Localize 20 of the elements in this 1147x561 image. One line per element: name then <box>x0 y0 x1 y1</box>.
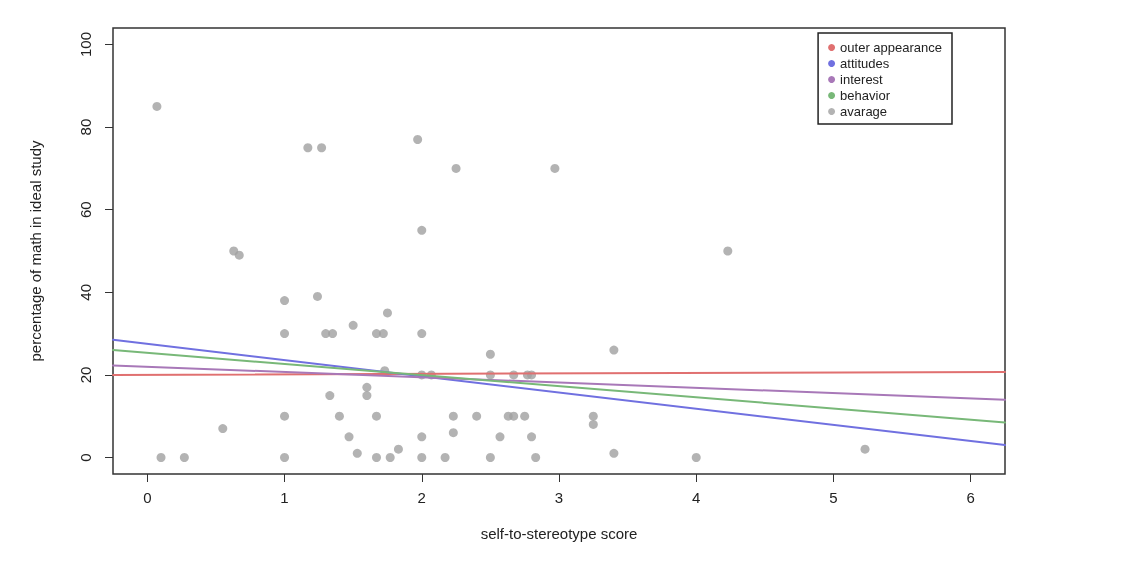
y-tick-label: 60 <box>77 201 94 219</box>
y-tick-label: 80 <box>77 118 94 136</box>
x-tick-label: 5 <box>829 489 838 506</box>
x-tick-label: 3 <box>554 489 564 506</box>
legend-label: attitudes <box>840 56 890 71</box>
y-tick-label: 20 <box>77 366 94 384</box>
x-tick-label: 2 <box>417 489 426 506</box>
x-tick-label: 6 <box>966 489 975 506</box>
x-tick-label: 4 <box>692 489 701 506</box>
x-tick-label: 0 <box>143 489 152 506</box>
legend-label: avarage <box>840 104 888 119</box>
legend-label: outer appearance <box>840 40 943 55</box>
x-axis-title: self-to-stereotype score <box>480 525 638 542</box>
y-tick-label: 100 <box>77 32 94 58</box>
y-tick-label: 40 <box>77 283 94 301</box>
y-tick-label: 0 <box>77 453 94 462</box>
legend-label: behavior <box>840 88 891 103</box>
legend-label: interest <box>840 72 884 87</box>
x-tick-label: 1 <box>280 489 289 506</box>
y-axis-title: percentage of math in ideal study <box>27 140 44 362</box>
